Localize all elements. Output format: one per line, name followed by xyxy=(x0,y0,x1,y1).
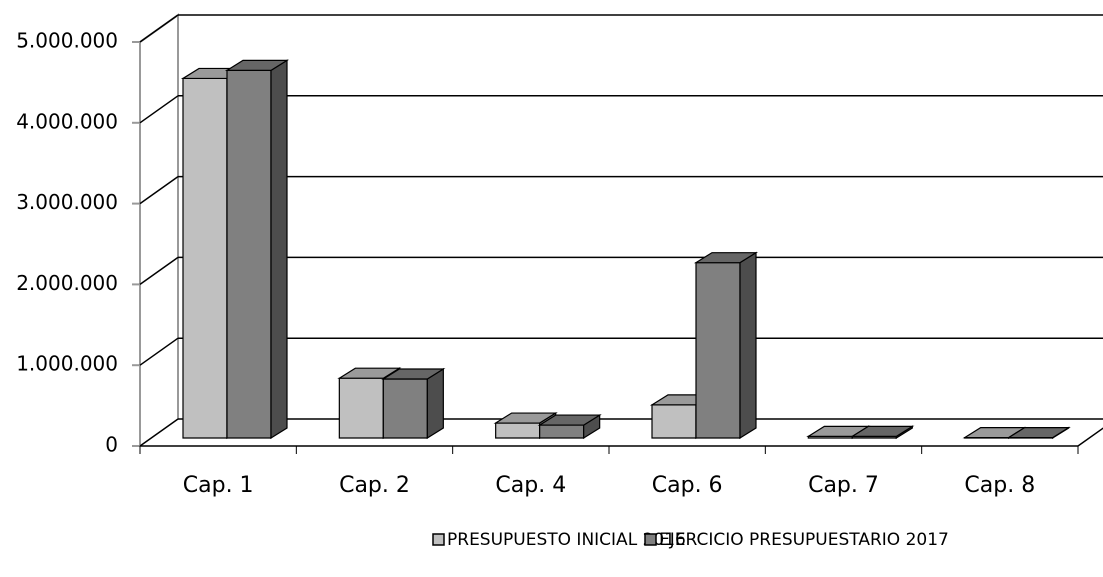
bar xyxy=(224,59,290,440)
bar-face xyxy=(381,368,446,380)
bar-face xyxy=(693,252,759,264)
bar-face xyxy=(226,69,272,439)
y-tick-label: 2.000.000 xyxy=(16,271,118,295)
legend-label: EJERCICIO PRESUPUESTARIO 2017 xyxy=(659,530,949,550)
y-tick-label: 3.000.000 xyxy=(16,190,118,214)
bar-face xyxy=(338,377,384,439)
x-tick-label: Cap. 4 xyxy=(495,473,566,498)
grid-diagonal xyxy=(139,337,179,366)
bar-face xyxy=(539,424,585,439)
grid-diagonal xyxy=(139,95,179,124)
bar-face xyxy=(651,404,697,439)
bar-face xyxy=(537,414,602,426)
x-tick-label: Cap. 6 xyxy=(652,473,723,498)
y-tick-label: 4.000.000 xyxy=(16,109,118,133)
bar xyxy=(381,367,446,440)
y-tick-label: 0 xyxy=(105,433,118,457)
bar-face xyxy=(493,412,558,424)
grid-diagonal xyxy=(139,418,179,447)
y-tick-label: 1.000.000 xyxy=(16,352,118,376)
bar xyxy=(850,425,915,440)
bar-face xyxy=(382,378,428,439)
bar-face xyxy=(695,262,741,439)
grid-diagonal xyxy=(139,256,179,286)
grid-diagonal xyxy=(139,14,179,43)
bar xyxy=(693,251,759,440)
bar-face xyxy=(1006,426,1071,439)
bar-face xyxy=(224,59,290,71)
x-tick-label: Cap. 8 xyxy=(964,473,1035,498)
legend-label: PRESUPUESTO INICIAL 2016 xyxy=(447,530,686,550)
x-tick-label: Cap. 1 xyxy=(183,473,254,498)
grid-diagonal xyxy=(139,175,179,205)
x-tick-label: Cap. 2 xyxy=(339,473,410,498)
bar-face xyxy=(739,251,757,440)
bar-face xyxy=(850,425,915,437)
bar-face xyxy=(495,422,541,439)
y-tick-label: 5.000.000 xyxy=(16,29,118,53)
bar-face xyxy=(270,59,288,440)
left-wall xyxy=(139,13,179,446)
legend-swatch xyxy=(644,533,657,546)
x-tick-label: Cap. 7 xyxy=(808,473,879,498)
bar-face xyxy=(182,77,228,439)
legend-swatch xyxy=(432,533,445,546)
bar-face xyxy=(426,367,444,440)
bar-face xyxy=(337,367,402,379)
bar xyxy=(1006,426,1071,440)
bar xyxy=(537,413,602,440)
